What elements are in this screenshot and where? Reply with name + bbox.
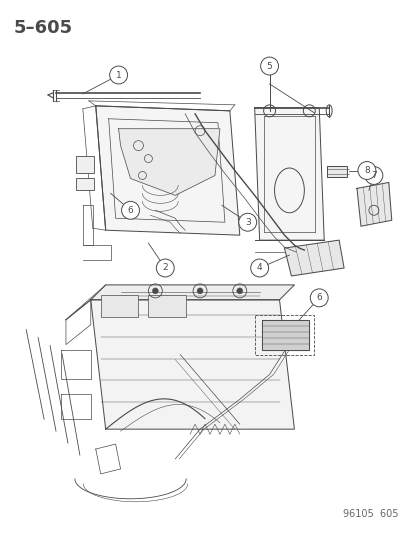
Circle shape [260, 57, 278, 75]
FancyBboxPatch shape [76, 179, 93, 190]
Bar [254, 315, 313, 354]
Polygon shape [95, 106, 239, 235]
Text: 2: 2 [162, 263, 168, 272]
Text: 6: 6 [316, 293, 321, 302]
Polygon shape [90, 285, 294, 300]
Text: 4: 4 [256, 263, 262, 272]
FancyBboxPatch shape [100, 295, 138, 317]
Circle shape [310, 289, 328, 307]
Circle shape [250, 259, 268, 277]
Polygon shape [261, 320, 309, 350]
Text: 1: 1 [116, 70, 121, 79]
Circle shape [197, 288, 202, 294]
Circle shape [156, 259, 174, 277]
Text: 6: 6 [127, 206, 133, 215]
FancyBboxPatch shape [326, 166, 346, 177]
Circle shape [236, 288, 242, 294]
FancyBboxPatch shape [148, 295, 186, 317]
FancyBboxPatch shape [76, 156, 93, 173]
Text: 5–605: 5–605 [13, 19, 72, 37]
Circle shape [109, 66, 127, 84]
Text: 5: 5 [266, 61, 272, 70]
Text: 96105  605: 96105 605 [342, 508, 398, 519]
Circle shape [152, 288, 158, 294]
Text: 8: 8 [363, 166, 369, 175]
Polygon shape [284, 240, 343, 276]
Text: 7: 7 [370, 171, 376, 180]
Polygon shape [118, 129, 219, 196]
Text: 3: 3 [244, 218, 250, 227]
Circle shape [357, 161, 375, 180]
Circle shape [238, 213, 256, 231]
Polygon shape [356, 182, 391, 226]
Polygon shape [254, 108, 323, 240]
Circle shape [364, 166, 382, 184]
Polygon shape [90, 300, 294, 429]
Circle shape [121, 201, 139, 219]
